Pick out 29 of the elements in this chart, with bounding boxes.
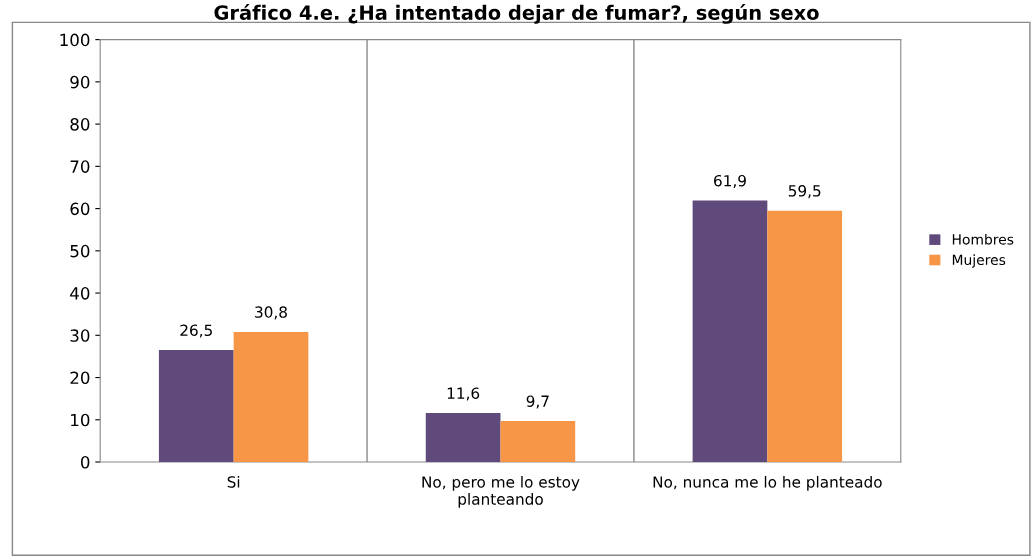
x-tick-label: Si: [227, 475, 240, 488]
y-tick-label: 10: [71, 413, 90, 427]
y-tick-label: 40: [70, 287, 90, 300]
data-label: 59,5: [788, 185, 821, 199]
y-tick-label: 90: [70, 75, 90, 89]
bar: [767, 210, 843, 463]
bar: [692, 200, 768, 463]
bar: [158, 350, 234, 463]
y-tick-label: 0: [80, 455, 90, 469]
y-tick-label: 20: [70, 371, 90, 385]
x-tick-label: No, pero me lo estoy planteando: [422, 475, 580, 508]
y-tick-label: 80: [70, 118, 90, 131]
chart-title: Gráfico 4.e. ¿Ha intentado dejar de fumar?, según sexo: [214, 4, 819, 24]
y-tick-label: 60: [70, 202, 90, 216]
y-tick-label: 30: [70, 329, 90, 342]
data-label: 26,5: [180, 324, 212, 338]
data-label: 9,7: [526, 395, 549, 409]
bar: [233, 331, 309, 463]
y-tick-label: 50: [70, 244, 90, 258]
x-tick-label: No, nunca me lo he planteado: [653, 475, 882, 491]
legend-label: Mujeres: [952, 254, 1006, 268]
y-tick-label: 70: [70, 160, 90, 173]
data-label: 30,8: [255, 306, 287, 320]
bar: [425, 413, 501, 463]
data-label: 61,9: [714, 174, 746, 189]
y-tick-label: 100: [60, 33, 90, 47]
data-label: 11,6: [447, 387, 480, 401]
bar: [500, 421, 576, 463]
legend-label: Hombres: [952, 233, 1014, 245]
